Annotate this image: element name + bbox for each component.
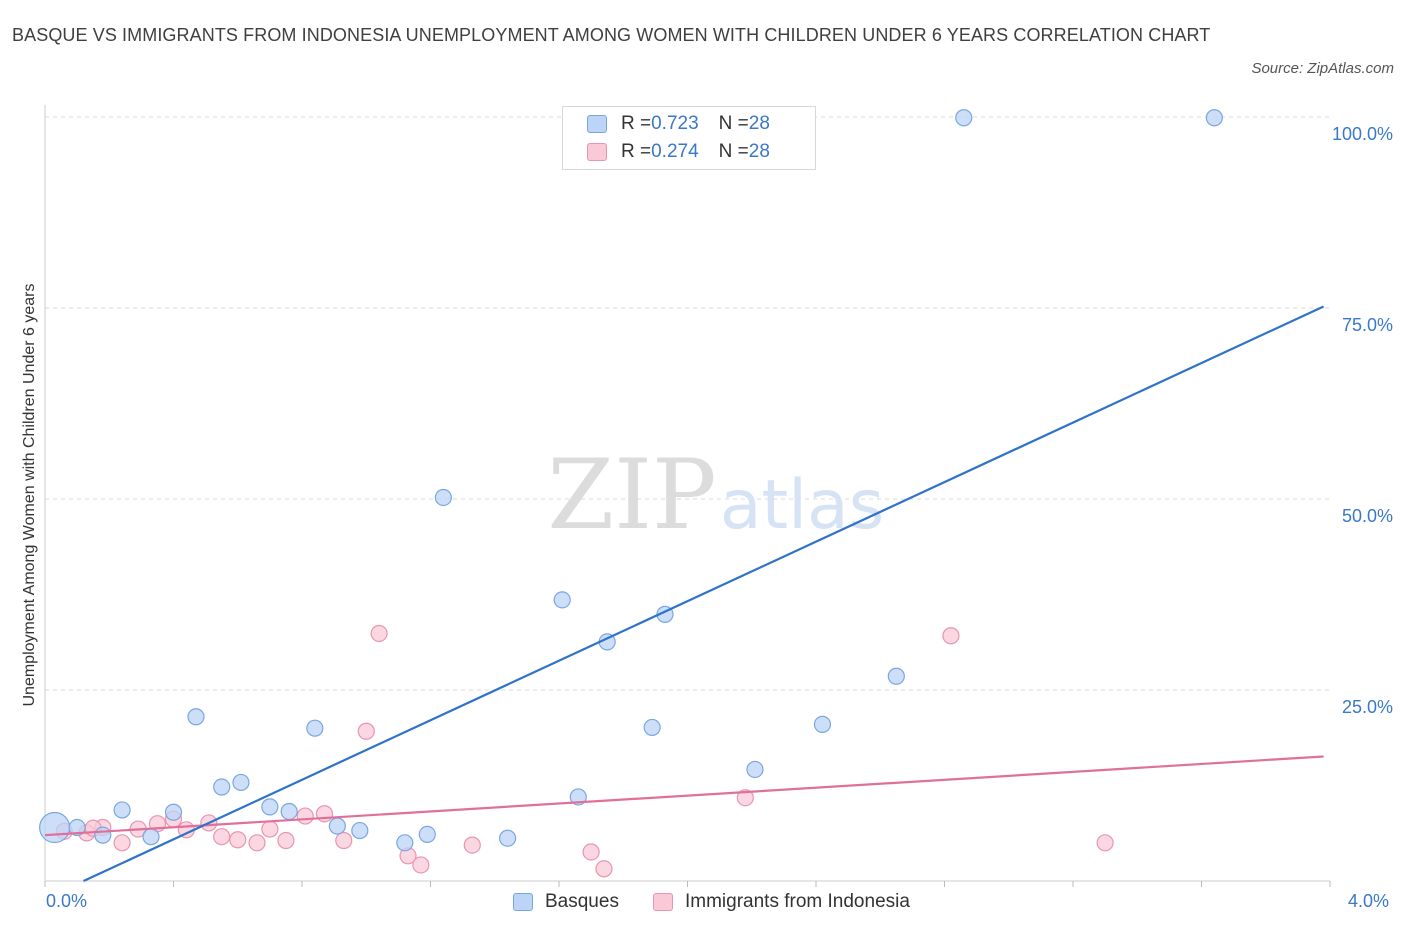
r-label: R =: [621, 141, 652, 162]
indonesia-point: [113, 834, 131, 852]
basque-point: [418, 825, 436, 843]
indonesia-point: [357, 722, 375, 740]
basque-point: [306, 719, 324, 737]
watermark: ZIP atlas: [547, 439, 884, 551]
r-value: 0.723: [651, 113, 699, 134]
x-tick-label-max: 4.0%: [1348, 891, 1390, 911]
indonesia-point: [736, 789, 754, 807]
indonesia-legend-swatch: [653, 893, 673, 911]
indonesia-point: [582, 843, 600, 861]
r-label: R =: [621, 113, 652, 134]
indonesia-point: [595, 860, 613, 878]
indonesia-points: [55, 624, 1114, 878]
basque-points: [39, 109, 1223, 852]
correlation-legend: R = 0.723 N = 28 R = 0.274 N = 28: [562, 106, 816, 170]
watermark-zip: ZIP: [547, 439, 716, 551]
basque-point: [351, 821, 369, 840]
indonesia-point: [229, 831, 247, 849]
n-value: 28: [748, 141, 770, 162]
basque-point: [643, 718, 661, 737]
source-label: Source: ZipAtlas.com: [1251, 60, 1394, 77]
basque-point: [39, 811, 71, 844]
n-label: N =: [718, 141, 749, 162]
basque-point: [142, 828, 160, 846]
indonesia-point: [213, 828, 231, 846]
x-tick-label-min: 0.0%: [46, 891, 88, 911]
series-legend: Basques Immigrants from Indonesia: [0, 888, 1406, 916]
y-tick-labels: 25.0% 50.0% 75.0% 100.0%: [1332, 124, 1393, 717]
basque-point: [280, 802, 298, 821]
indonesia-point: [261, 820, 279, 838]
legend-item-indonesia[interactable]: Immigrants from Indonesia: [653, 888, 910, 916]
basque-point: [232, 773, 250, 792]
indonesia-point: [370, 624, 388, 643]
basque-point: [113, 801, 131, 819]
y-tick-label: 75.0%: [1342, 315, 1393, 335]
basque-point: [569, 788, 587, 806]
basque-point: [499, 829, 517, 847]
indonesia-point: [296, 807, 314, 825]
indonesia-point: [412, 856, 430, 874]
r-value: 0.274: [651, 141, 699, 162]
y-tick-label: 50.0%: [1342, 506, 1393, 526]
basque-point: [887, 667, 905, 685]
basque-point: [553, 591, 571, 609]
basque-point: [94, 826, 112, 844]
basque-point: [746, 760, 764, 779]
basque-point: [68, 818, 86, 837]
legend-label-basques: Basques: [545, 891, 619, 912]
legend-label-indonesia: Immigrants from Indonesia: [685, 891, 910, 912]
basque-point: [955, 109, 973, 127]
basque-swatch: [587, 115, 607, 133]
basque-point: [261, 798, 279, 816]
basque-point: [396, 834, 414, 852]
indonesia-point: [335, 831, 353, 850]
legend-item-basques[interactable]: Basques: [513, 888, 619, 916]
axes: [44, 105, 1331, 887]
indonesia-swatch: [587, 143, 607, 161]
basques-swatch: [513, 893, 533, 911]
legend-row-indonesia: R = 0.274 N = 28: [587, 138, 770, 166]
n-value: 28: [748, 113, 770, 134]
basque-trend-line: [83, 305, 1325, 882]
indonesia-point: [942, 627, 960, 645]
basque-point: [1205, 109, 1223, 127]
legend-row-basque: R = 0.723 N = 28: [587, 110, 770, 138]
basque-point: [213, 778, 231, 796]
basque-point: [164, 803, 183, 821]
indonesia-trend-line: [44, 755, 1324, 837]
indonesia-point: [277, 831, 295, 850]
basque-point: [328, 817, 346, 835]
chart-title: BASQUE VS IMMIGRANTS FROM INDONESIA UNEM…: [12, 25, 1211, 45]
trend-lines: [44, 305, 1325, 882]
y-tick-label: 25.0%: [1342, 697, 1393, 717]
indonesia-point: [1096, 834, 1114, 852]
basque-point: [813, 715, 832, 733]
indonesia-point: [463, 836, 481, 854]
grid-lines: [45, 116, 1330, 691]
basque-point: [187, 708, 205, 726]
basque-point: [434, 488, 452, 507]
indonesia-point: [248, 834, 266, 852]
y-tick-label: 100.0%: [1332, 124, 1393, 144]
watermark-atlas: atlas: [720, 466, 884, 545]
n-label: N =: [718, 113, 749, 134]
